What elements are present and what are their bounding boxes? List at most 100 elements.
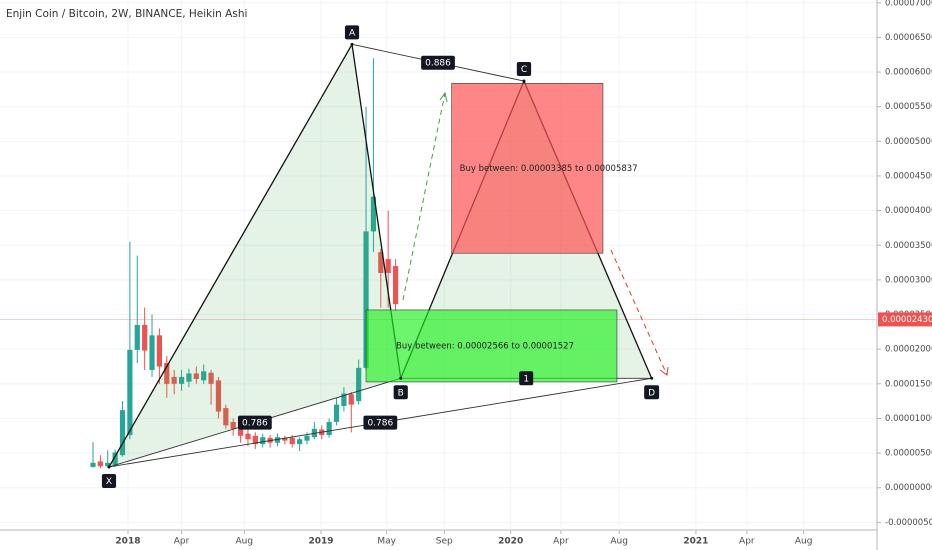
- candle-body: [127, 349, 133, 436]
- y-tick-label: 0.00000500: [885, 449, 932, 459]
- candle-body: [142, 324, 148, 351]
- candle-body: [171, 376, 177, 384]
- y-tick-label: 0.00005500: [885, 102, 932, 112]
- ratio-label-bg: [363, 415, 398, 430]
- candle-body: [370, 196, 377, 232]
- point-label-bg: [644, 385, 660, 400]
- candle-body: [363, 231, 369, 368]
- pattern-point: [350, 42, 354, 46]
- y-tick-label: 0.00006000: [885, 68, 932, 78]
- candle-body: [245, 433, 251, 440]
- candle-body: [156, 335, 163, 367]
- candle-body: [341, 393, 347, 406]
- x-tick-label: 2021: [683, 537, 708, 547]
- candle-body: [223, 408, 229, 426]
- candle-body: [326, 421, 332, 436]
- ratio-label-bg: [421, 55, 455, 70]
- candle-body: [164, 363, 170, 384]
- last-price-tag: [878, 312, 932, 327]
- candle-body: [282, 437, 288, 441]
- candle-body: [348, 394, 354, 405]
- x-tick-label: Aug: [610, 537, 628, 547]
- candle-body: [215, 380, 222, 412]
- chart-title: Enjin Coin / Bitcoin, 2W, BINANCE, Heiki…: [6, 8, 247, 20]
- y-tick-label: 0.00004500: [885, 171, 932, 181]
- y-tick-label: 0.00001500: [885, 379, 932, 389]
- candle-body: [289, 437, 295, 445]
- pattern-point: [650, 376, 654, 380]
- y-tick-label: 0.00006500: [885, 33, 932, 43]
- ratio-label: 1: [523, 374, 529, 384]
- x-tick-label: Apr: [174, 537, 190, 547]
- candle-body: [252, 435, 258, 445]
- candle-body: [149, 335, 155, 370]
- candle-body: [208, 372, 214, 384]
- pattern-point: [399, 376, 403, 380]
- pattern-point: [107, 465, 111, 469]
- point-label-bg: [393, 385, 408, 400]
- zone-label: Buy between: 0.00003385 to 0.00005837: [460, 164, 638, 174]
- plot: Buy between: 0.00003385 to 0.00005837 Buy…: [0, 0, 881, 534]
- candle-body: [178, 376, 185, 384]
- ratio-label: 0.886: [425, 59, 451, 69]
- x-tick-label: Aug: [235, 537, 253, 547]
- x-tick-label: 2020: [498, 537, 523, 547]
- pattern-leg: [108, 44, 353, 468]
- candle-body: [186, 373, 192, 382]
- y-tick-label: 0.00005000: [885, 137, 932, 147]
- candle-body: [237, 428, 244, 436]
- ratio-label-bg: [519, 371, 534, 386]
- y-tick-label: 0.00007000: [885, 0, 932, 8]
- candle-body: [304, 435, 310, 441]
- candle-body: [333, 404, 340, 422]
- point-label: A: [349, 28, 356, 38]
- y-tick-label: -0.00000500: [885, 518, 932, 528]
- projection-arrow: [610, 249, 668, 376]
- candle-body: [274, 437, 281, 443]
- ratio-label: 0.786: [367, 419, 393, 429]
- x-tick-label: Apr: [553, 537, 569, 547]
- arrow-head: [439, 91, 448, 103]
- candle-body: [230, 421, 236, 429]
- point-label: D: [648, 388, 655, 398]
- zone-box: [365, 309, 618, 383]
- x-tick-label: 2018: [115, 537, 140, 547]
- x-tick-label: 2019: [308, 537, 333, 547]
- candle-body: [392, 266, 399, 305]
- ratio-label-bg: [237, 415, 272, 430]
- pattern-fill: [109, 44, 401, 467]
- point-label-bg: [344, 25, 360, 40]
- candle-body: [119, 410, 126, 456]
- pattern-point: [522, 79, 526, 83]
- arrow-head: [659, 366, 669, 376]
- y-tick-label: 0.00002000: [885, 345, 932, 355]
- candle-body: [297, 439, 303, 445]
- candle-body: [90, 462, 96, 467]
- candle-body: [134, 324, 140, 350]
- zone-label: Buy between: 0.00002566 to 0.00001527: [396, 341, 574, 351]
- point-label-bg: [516, 62, 532, 77]
- x-tick-label: Aug: [795, 537, 813, 547]
- candle-body: [201, 371, 207, 381]
- candle-body: [97, 461, 103, 467]
- candle-body: [378, 252, 384, 273]
- point-label: X: [106, 477, 112, 487]
- candle-body: [193, 373, 199, 379]
- point-label: B: [398, 388, 404, 398]
- candle-body: [260, 437, 266, 445]
- y-tick-label: 0.00001000: [885, 414, 932, 424]
- y-tick-label: 0.00000000: [885, 483, 932, 493]
- y-tick-label: 0.00003000: [885, 275, 932, 285]
- point-label-bg: [101, 473, 117, 488]
- x-tick-label: Sep: [436, 537, 453, 547]
- x-tick-label: May: [377, 537, 396, 547]
- candle-body: [112, 452, 118, 465]
- candle-body: [385, 259, 391, 273]
- y-tick-label: 0.00003500: [885, 241, 932, 251]
- x-tick-label: Apr: [739, 537, 755, 547]
- point-label: C: [521, 65, 527, 75]
- candle-body: [105, 462, 111, 467]
- last-price-label: 0.00002430: [882, 315, 932, 325]
- ratio-label: 0.786: [242, 419, 268, 429]
